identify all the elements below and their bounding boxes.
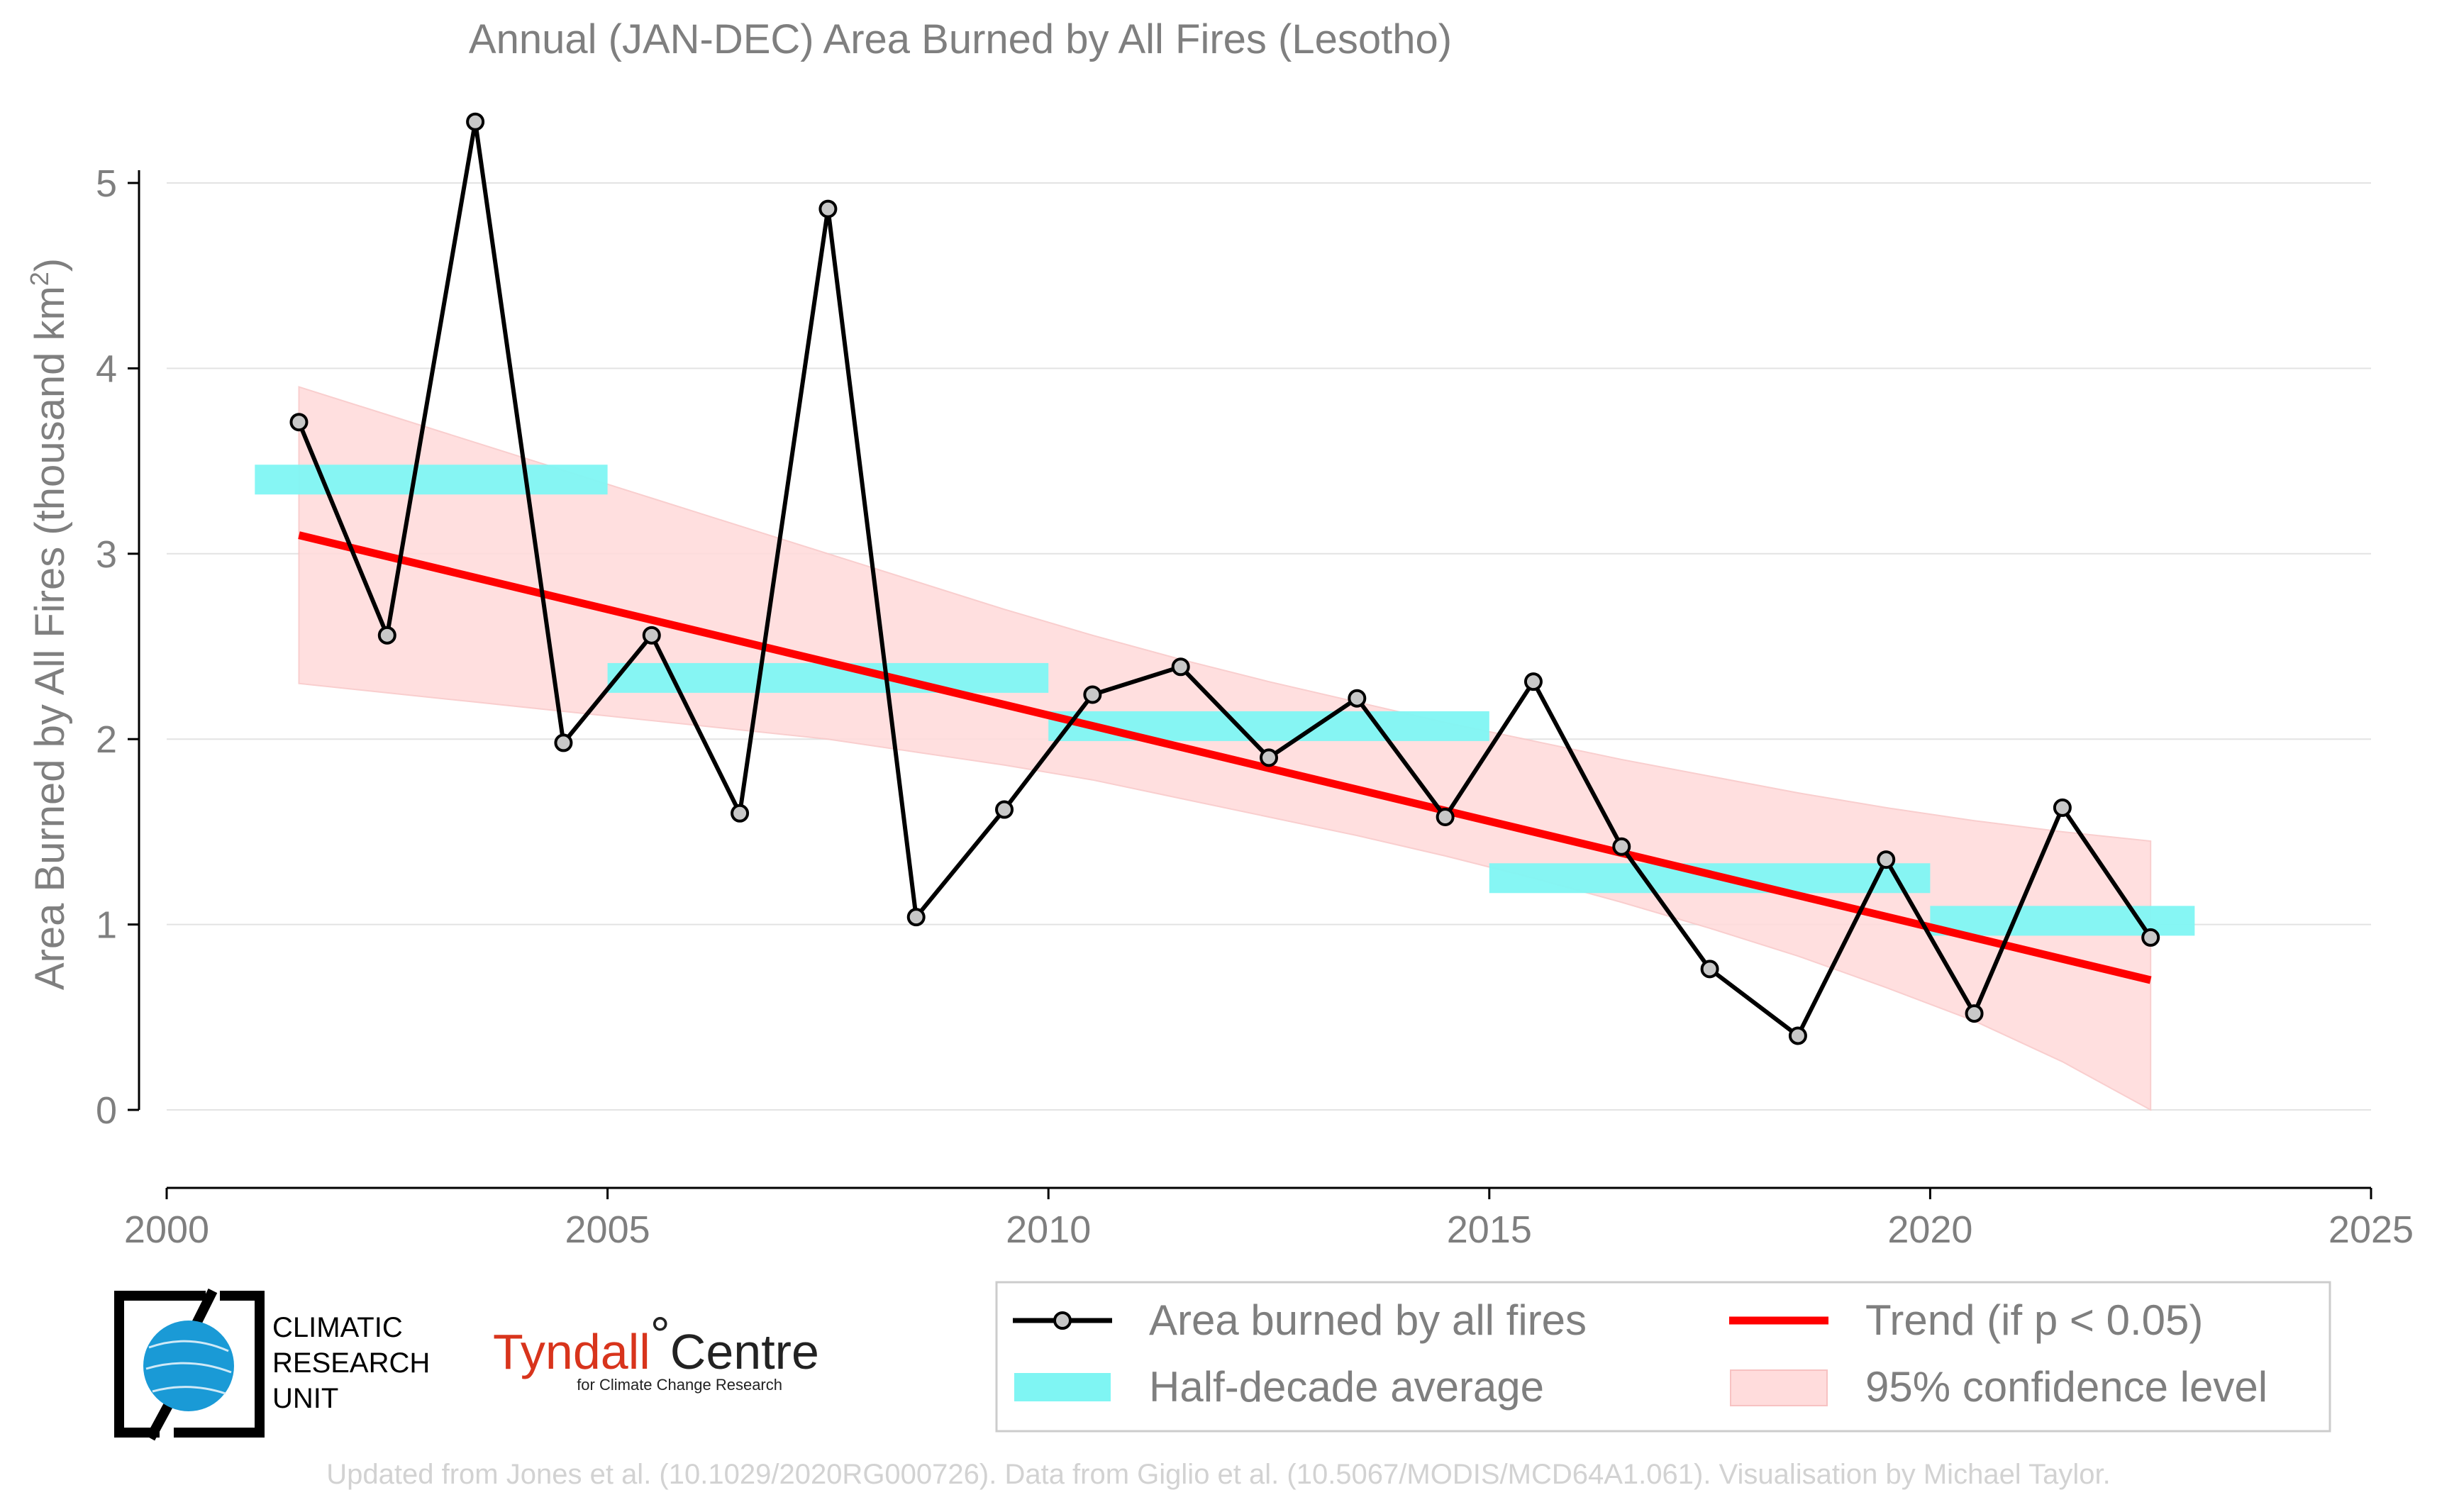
x-tick-label-2000: 2000 [124,1208,209,1251]
y-tick-label-2: 2 [96,718,117,761]
cru-logo-frame [114,1291,265,1438]
legend: Area burned by all fires Half-decade ave… [995,1281,2331,1433]
tyndall-logo: Tyndall°Centre for Climate Change Resear… [493,1307,819,1394]
data-point-2009 [995,800,1014,819]
x-tick-label-2020: 2020 [1887,1208,1972,1251]
data-point-2001 [289,413,309,432]
legend-label-area-burned: Area burned by all fires [1149,1296,1587,1344]
tyndall-subtitle: for Climate Change Research [577,1376,782,1394]
y-axis-label-close: ) [27,258,73,272]
tyndall-wordmark: Tyndall°Centre [493,1307,819,1379]
cru-logo-slashes [145,1288,218,1441]
data-point-2006 [731,804,750,823]
x-tick-label-2005: 2005 [565,1208,650,1251]
y-tick-label-3: 3 [96,533,117,576]
data-point-2014 [1436,807,1455,826]
cru-line-1: CLIMATIC [272,1312,403,1343]
globe-icon-lines [145,1340,232,1395]
chart-title: Annual (JAN-DEC) Area Burned by All Fire… [469,16,1452,62]
half-decade-bar-0 [255,465,608,495]
data-point-2022 [2141,928,2160,947]
data-point-2003 [466,112,485,131]
tick-labels: 0 1 2 3 4 5 2000 2005 2010 2015 2020 2025 [96,162,2414,1251]
tyndall-degree: ° [650,1307,670,1362]
area-burned-group [289,112,2160,1045]
data-point-2008 [906,908,926,927]
y-tick-label-4: 4 [96,348,117,390]
axes [128,170,2372,1199]
legend-label-trend: Trend (if p < 0.05) [1865,1296,2203,1344]
data-point-2015 [1523,672,1543,691]
data-point-2002 [377,626,396,645]
legend-marker-area-burned [1053,1311,1072,1330]
trend-line [298,531,2152,984]
y-tick-label-0: 0 [96,1089,117,1132]
cru-logo: CLIMATIC RESEARCH UNIT [114,1288,430,1441]
y-tick-label-1: 1 [96,904,117,947]
legend-swatch-half-decade [1014,1373,1111,1401]
data-point-2007 [818,199,838,218]
confidence-band [298,386,2152,1111]
tyndall-word: Tyndall [493,1324,650,1379]
trend-group [298,531,2152,984]
data-point-2012 [1260,748,1278,767]
data-point-2010 [1083,685,1102,704]
legend-label-confidence: 95% confidence level [1865,1363,2267,1411]
y-axis-label: Area Burned by All Fires (thousand km2) [25,258,73,990]
data-point-2004 [554,733,573,752]
cru-line-3: UNIT [272,1383,338,1414]
tyndall-centre: Centre [670,1324,819,1379]
legend-frame [995,1281,2331,1433]
y-tick-label-5: 5 [96,162,117,205]
confidence-band-group [298,386,2152,1111]
y-axis-label-sup: 2 [25,272,54,286]
data-point-2017 [1700,960,1719,979]
half-decade-bar-2 [1048,711,1489,741]
footer-credits: Updated from Jones et al. (10.1029/2020R… [326,1459,2110,1490]
data-point-2011 [1171,657,1190,677]
data-point-2005 [642,626,661,645]
area-burned-line [296,119,2153,1038]
data-point-2021 [2053,798,2072,817]
data-point-2018 [1788,1026,1807,1045]
data-point-2016 [1612,837,1631,856]
data-point-2019 [1877,850,1896,869]
data-point-2020 [1965,1004,1984,1023]
legend-swatch-confidence [1730,1369,1828,1406]
y-axis-label-main: Area Burned by All Fires (thousand km [27,286,73,990]
half-decade-bar-1 [607,662,1049,693]
x-tick-label-2025: 2025 [2328,1208,2414,1251]
data-point-2013 [1348,689,1367,708]
cru-line-2: RESEARCH [272,1347,430,1379]
legend-label-half-decade: Half-decade average [1149,1363,1544,1411]
x-tick-label-2015: 2015 [1447,1208,1532,1251]
x-tick-label-2010: 2010 [1006,1208,1091,1251]
